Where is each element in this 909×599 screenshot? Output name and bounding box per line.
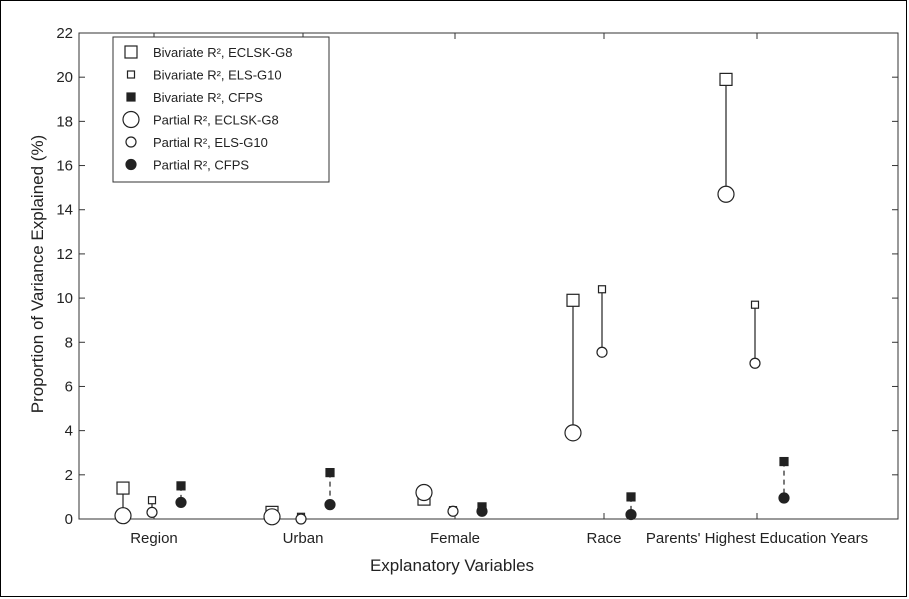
y-tick-label: 8	[65, 334, 73, 351]
legend-marker	[125, 158, 137, 171]
bivariate-point	[719, 72, 733, 86]
partial-point	[146, 506, 158, 518]
legend-entry-label: Partial R², CFPS	[153, 158, 249, 173]
bivariate-point	[325, 468, 335, 478]
partial-point	[625, 508, 637, 521]
x-tick-label: Region	[130, 530, 178, 547]
partial-point	[295, 513, 307, 525]
x-tick-label: Urban	[283, 530, 324, 547]
y-tick-label: 0	[65, 511, 73, 528]
x-tick-label: Female	[430, 530, 480, 547]
legend-entry-label: Bivariate R², ECLSK-G8	[153, 45, 292, 60]
bivariate-point	[597, 285, 607, 294]
bivariate-point	[779, 456, 789, 467]
partial-point	[447, 505, 459, 517]
axes: 0 2 4 6 8 10 12 14 16 18 20 22 Region Urban Female Race…	[56, 25, 899, 547]
bivariate-point	[566, 293, 580, 307]
partial-point	[749, 357, 761, 369]
legend-marker	[122, 110, 140, 129]
bivariate-point	[176, 481, 186, 491]
y-tick-label: 22	[56, 25, 73, 42]
partial-point	[564, 424, 582, 442]
partial-point	[596, 346, 608, 358]
y-tick-label: 12	[56, 246, 73, 263]
legend-box	[112, 36, 330, 183]
bivariate-point	[626, 492, 636, 502]
y-tick-label: 18	[56, 113, 73, 130]
partial-point	[114, 507, 132, 525]
partial-point	[778, 492, 790, 504]
y-tick-label: 2	[65, 467, 73, 484]
bivariate-point	[116, 481, 130, 495]
y-tick-label: 4	[65, 423, 73, 440]
legend-entry-label: Bivariate R², CFPS	[153, 90, 263, 105]
partial-point	[717, 185, 735, 203]
bivariate-point	[147, 496, 157, 505]
y-tick-label: 10	[56, 290, 73, 307]
x-axis-label: Explanatory Variables	[370, 556, 534, 575]
partial-point	[324, 499, 336, 511]
x-tick-label: Race	[586, 530, 621, 547]
partial-point	[476, 505, 488, 517]
legend-entry-label: Bivariate R², ELS-G10	[153, 68, 282, 83]
bivariate-point	[750, 300, 760, 309]
x-tick-label: Parents' Highest Education Years	[646, 530, 868, 547]
y-axis-label: Proportion of Variance Explained (%)	[28, 135, 47, 413]
y-tick-label: 6	[65, 378, 73, 395]
legend-marker	[124, 45, 138, 59]
y-tick-label: 14	[56, 202, 73, 219]
legend: Bivariate R², ECLSK-G8 Bivariate R², ELS-…	[112, 36, 330, 183]
y-tick-label: 16	[56, 158, 73, 175]
legend-entry-label: Partial R², ECLSK-G8	[153, 113, 279, 128]
legend-marker	[126, 70, 136, 79]
partial-point	[415, 483, 433, 502]
y-tick-label: 20	[56, 69, 73, 86]
markers	[114, 72, 790, 526]
legend-marker	[126, 92, 136, 102]
partial-point	[175, 496, 187, 509]
legend-entry-label: Partial R², ELS-G10	[153, 135, 268, 150]
plot-area-box	[78, 32, 899, 520]
partial-point	[263, 508, 281, 526]
labels: Explanatory Variables Proportion of Vari…	[28, 135, 534, 575]
legend-marker	[125, 136, 137, 148]
